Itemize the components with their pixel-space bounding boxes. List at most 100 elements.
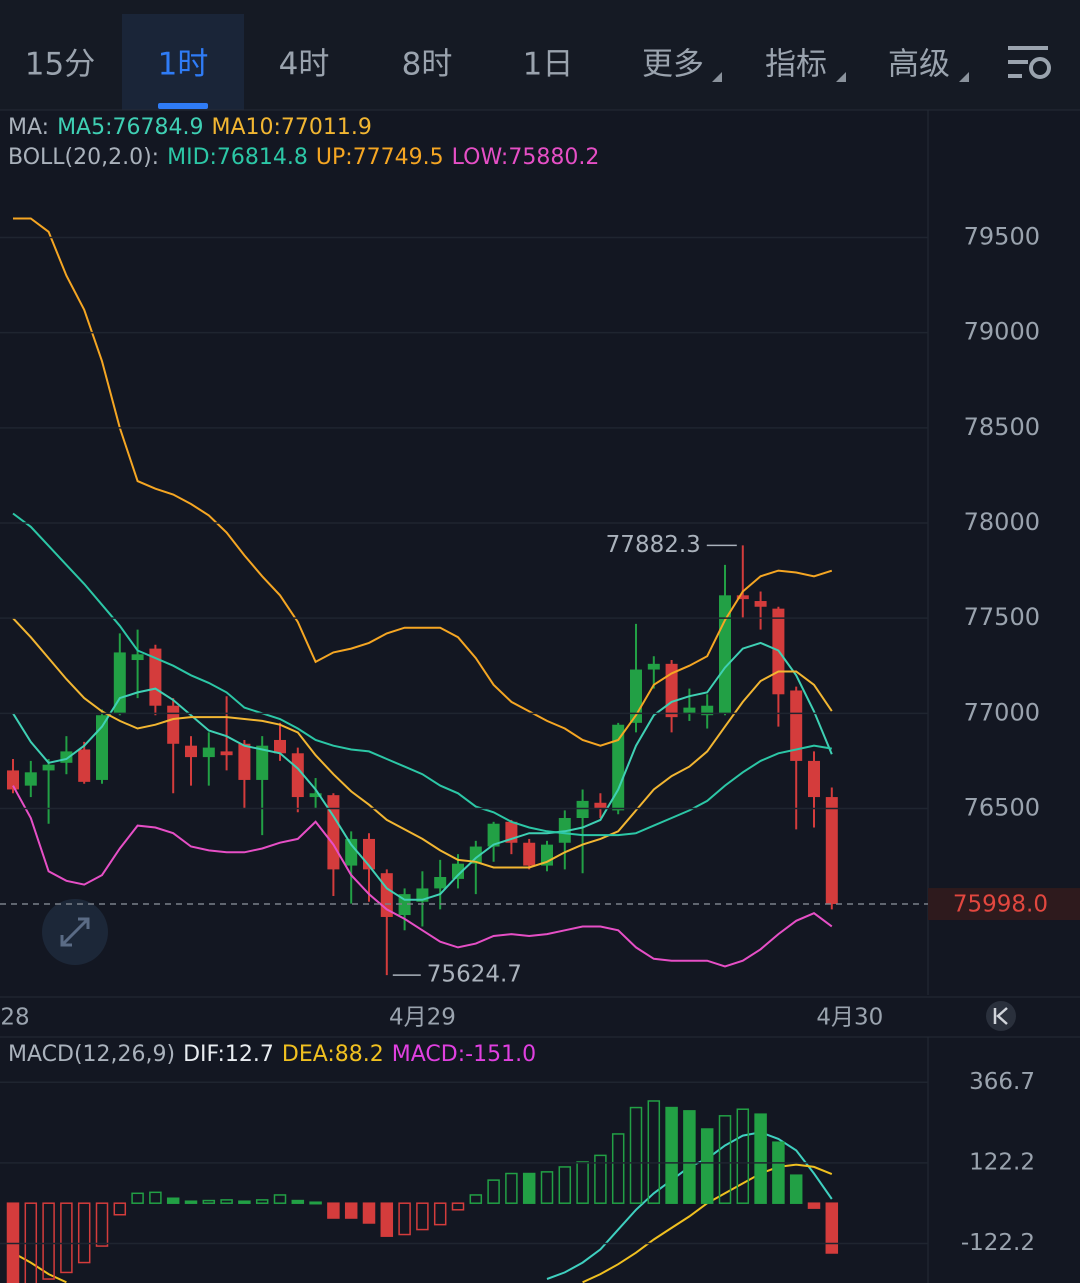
candle-body [825, 797, 838, 905]
y-tick-label: 122.2 [969, 1149, 1035, 1175]
macd-bar [95, 1202, 109, 1247]
tab[interactable]: 1时 [158, 47, 209, 83]
indicator-line [12, 641, 833, 901]
macd-bar [131, 1192, 144, 1204]
macd-bar [184, 1200, 198, 1204]
y-tick-label: 79500 [964, 223, 1040, 251]
y-tick-label: 78500 [964, 413, 1040, 441]
y-tick-label: 79000 [964, 318, 1040, 346]
active-tab-underline [158, 103, 208, 109]
candle-body [594, 802, 607, 809]
macd-bar [380, 1202, 394, 1237]
legend-item: MID:76814.8 [167, 145, 308, 170]
candle-body [274, 739, 286, 754]
indicator-line [12, 617, 833, 869]
macd-bar [398, 1202, 411, 1236]
macd-bar [291, 1199, 305, 1204]
macd-bar [700, 1128, 714, 1204]
macd-bar [772, 1141, 785, 1204]
legend: MA: MA5:76784.9 MA10:77011.9 [8, 115, 372, 140]
scroll-latest-button[interactable] [986, 1001, 1016, 1031]
candle-body [790, 690, 803, 761]
candle-body [612, 724, 625, 811]
macd-bar [540, 1171, 554, 1204]
macd-bar [718, 1115, 732, 1204]
macd-bar [469, 1194, 483, 1204]
candle-body [60, 751, 73, 763]
macd-bar [629, 1106, 643, 1204]
legend-item: LOW:75880.2 [452, 145, 600, 170]
macd-bar [433, 1202, 447, 1226]
macd-bar [149, 1191, 162, 1204]
candle-body [202, 747, 215, 758]
candle-body [42, 764, 55, 771]
macd-bar [611, 1133, 625, 1204]
candle-body [683, 707, 696, 714]
macd-bar [309, 1201, 322, 1205]
tab[interactable]: 15分 [25, 47, 95, 83]
legend-item: MA10:77011.9 [211, 115, 371, 140]
candle-body [754, 601, 767, 607]
price-pane [7, 217, 838, 976]
y-tick-label: 366.7 [969, 1069, 1035, 1095]
annotation: 75624.7 [427, 962, 522, 988]
tab[interactable]: 指标 [765, 47, 827, 83]
active-tab-bg [122, 14, 244, 110]
macd-bar [576, 1161, 589, 1204]
legend-item: MA5:76784.9 [57, 115, 203, 140]
x-tick-label: 4月29 [389, 1005, 456, 1031]
tab[interactable]: 8时 [402, 47, 453, 83]
macd-bar [647, 1100, 661, 1204]
macd-bar [416, 1202, 429, 1231]
annotation: 77882.3 [606, 532, 701, 558]
legend-item: BOLL(20,2.0): [8, 145, 159, 170]
macd-bar [683, 1110, 696, 1204]
legend-item: DIF:12.7 [183, 1042, 274, 1067]
candle-body [291, 753, 304, 798]
macd-bar [24, 1202, 38, 1283]
x-tick-label: 28 [0, 1005, 29, 1031]
candle-body [220, 751, 233, 756]
candle-body [78, 749, 91, 782]
expand-button[interactable] [42, 899, 108, 965]
y-tick-label: 77500 [964, 603, 1040, 631]
tab[interactable]: 更多 [642, 47, 704, 83]
candle-body [647, 663, 660, 670]
indicator-line [12, 785, 833, 968]
macd-bar [77, 1202, 91, 1264]
macd-bar [202, 1199, 216, 1204]
legend-item: UP:77749.5 [316, 145, 444, 170]
candle-body [309, 793, 322, 798]
tab[interactable]: 1日 [523, 47, 574, 83]
candle-body [345, 838, 358, 866]
legend-item: MA: [8, 115, 49, 140]
tab[interactable]: 4时 [279, 47, 330, 83]
macd-bar [825, 1202, 839, 1254]
candle-body [523, 842, 536, 866]
legend: BOLL(20,2.0): MID:76814.8 UP:77749.5 LOW:75… [8, 145, 599, 170]
tab[interactable]: 高级 [888, 47, 950, 83]
macd-bar [736, 1108, 750, 1204]
indicator-line [12, 512, 832, 837]
legend: MACD(12,26,9) DIF:12.7 DEA:88.2 MACD:-151.0 [8, 1042, 536, 1067]
macd-bar [789, 1174, 803, 1204]
macd-bar [594, 1154, 607, 1204]
y-tick-label: 78000 [964, 508, 1040, 536]
macd-bar [327, 1202, 340, 1219]
settings-icon[interactable] [1008, 46, 1051, 79]
legend-item: MACD:-151.0 [392, 1042, 536, 1067]
candle-body [487, 823, 500, 847]
candle-body [96, 715, 108, 780]
macd-bar [344, 1202, 358, 1219]
macd-bar [558, 1166, 572, 1204]
macd-bar [522, 1172, 536, 1204]
macd-bar [505, 1172, 518, 1204]
macd-bar [273, 1194, 287, 1204]
candle-body [185, 745, 197, 758]
candle-body [256, 745, 269, 780]
y-tick-label: 77000 [964, 698, 1040, 726]
x-tick-label: 4月30 [816, 1005, 883, 1031]
indicator-line [13, 217, 833, 747]
